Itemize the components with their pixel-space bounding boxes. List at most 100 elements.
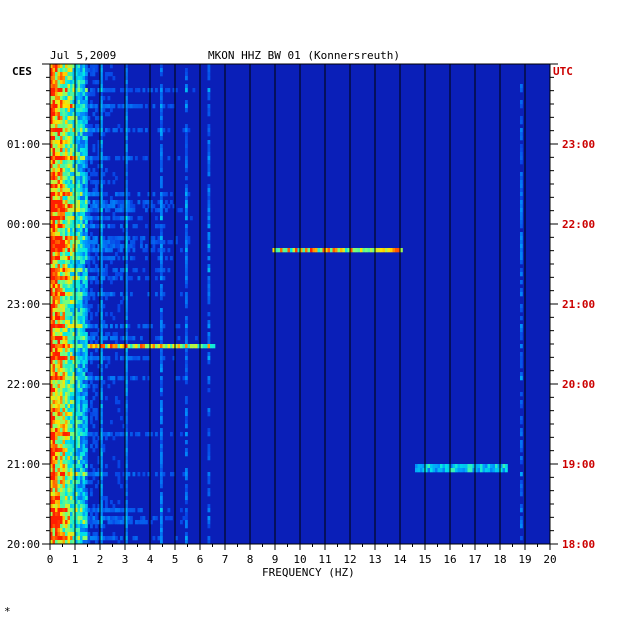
spectrogram-cell	[82, 360, 86, 365]
spectrogram-cell	[67, 484, 71, 489]
spectrogram-cell	[87, 124, 91, 129]
spectrogram-cell	[55, 80, 58, 85]
spectrogram-cell	[75, 516, 78, 521]
spectrogram-cell	[70, 472, 73, 477]
spectrogram-cell	[92, 204, 96, 209]
spectrogram-cell	[60, 152, 63, 157]
spectrogram-cell	[115, 236, 118, 241]
spectrogram-cell	[62, 192, 66, 197]
spectrogram-cell	[95, 520, 98, 525]
spectrogram-cell	[70, 364, 73, 369]
spectrogram-cell	[82, 308, 86, 313]
spectrogram-cell	[77, 420, 81, 425]
spectrogram-cell	[467, 468, 471, 473]
spectrogram-cell	[145, 324, 148, 329]
spectrogram-cell	[207, 408, 211, 413]
spectrogram-cell	[165, 344, 168, 349]
spectrogram-cell	[85, 368, 88, 373]
spectrogram-cell	[125, 356, 128, 361]
spectrogram-cell	[50, 244, 53, 249]
spectrogram-cell	[55, 188, 58, 193]
spectrogram-cell	[125, 336, 128, 341]
spectrogram-cell	[60, 280, 63, 285]
spectrogram-cell	[92, 376, 96, 381]
spectrogram-cell	[80, 140, 83, 145]
spectrogram-cell	[207, 536, 211, 541]
spectrogram-cell	[75, 512, 78, 517]
spectrogram-cell	[520, 256, 523, 261]
spectrogram-cell	[80, 100, 83, 105]
spectrogram-cell	[115, 324, 118, 329]
spectrogram-cell	[65, 432, 68, 437]
spectrogram-cell	[77, 180, 81, 185]
spectrogram-cell	[85, 216, 88, 221]
spectrogram-cell	[55, 148, 58, 153]
spectrogram-cell	[60, 292, 63, 297]
spectrogram-cell	[135, 156, 138, 161]
spectrogram-cell	[90, 404, 93, 409]
spectrogram-cell	[57, 76, 61, 81]
spectrogram-cell	[137, 276, 141, 281]
spectrogram-cell	[117, 208, 121, 213]
spectrogram-cell	[125, 108, 128, 113]
spectrogram-cell	[95, 376, 98, 381]
spectrogram-cell	[75, 508, 78, 513]
spectrogram-cell	[145, 344, 148, 349]
spectrogram-cell	[520, 268, 523, 273]
spectrogram-cell	[152, 244, 156, 249]
spectrogram-cell	[57, 196, 61, 201]
spectrogram-cell	[125, 392, 128, 397]
spectrogram-cell	[77, 456, 81, 461]
spectrogram-cell	[50, 160, 53, 165]
spectrogram-cell	[160, 436, 163, 441]
spectrogram-cell	[207, 492, 211, 497]
spectrogram-cell	[82, 364, 86, 369]
spectrogram-cell	[82, 232, 86, 237]
spectrogram-cell	[60, 396, 63, 401]
spectrogram-cell	[57, 96, 61, 101]
spectrogram-cell	[112, 128, 116, 133]
spectrogram-cell	[160, 516, 163, 521]
spectrogram-cell	[85, 352, 88, 357]
spectrogram-cell	[117, 244, 121, 249]
spectrogram-cell	[157, 208, 161, 213]
spectrogram-cell	[80, 320, 83, 325]
spectrogram-cell	[65, 344, 68, 349]
spectrogram-cell	[185, 140, 188, 145]
spectrogram-cell	[105, 264, 108, 269]
spectrogram-cell	[70, 448, 73, 453]
spectrogram-cell	[67, 468, 71, 473]
spectrogram-cell	[67, 472, 71, 477]
spectrogram-cell	[62, 232, 66, 237]
spectrogram-cell	[105, 112, 108, 117]
spectrogram-cell	[520, 432, 523, 437]
spectrogram-cell	[100, 488, 103, 493]
spectrogram-cell	[115, 340, 118, 345]
spectrogram-cell	[160, 404, 163, 409]
spectrogram-cell	[57, 428, 61, 433]
spectrogram-cell	[72, 388, 76, 393]
spectrogram-cell	[60, 216, 63, 221]
spectrogram-cell	[520, 116, 523, 121]
spectrogram-cell	[55, 236, 58, 241]
spectrogram-cell	[97, 128, 101, 133]
spectrogram-cell	[100, 304, 103, 309]
spectrogram-cell	[52, 476, 56, 481]
spectrogram-cell	[120, 104, 123, 109]
spectrogram-cell	[127, 104, 131, 109]
spectrogram-cell	[62, 76, 66, 81]
spectrogram-cell	[185, 532, 188, 537]
spectrogram-cell	[185, 508, 188, 513]
spectrogram-cell	[52, 292, 56, 297]
spectrogram-cell	[125, 476, 128, 481]
spectrogram-cell	[57, 472, 61, 477]
spectrogram-cell	[90, 480, 93, 485]
spectrogram-cell	[72, 168, 76, 173]
spectrogram-cell	[107, 276, 111, 281]
spectrogram-cell	[185, 264, 188, 269]
spectrogram-cell	[185, 132, 188, 137]
spectrogram-cell	[132, 104, 136, 109]
spectrogram-cell	[62, 444, 66, 449]
spectrogram-cell	[67, 444, 71, 449]
spectrogram-cell	[160, 100, 163, 105]
